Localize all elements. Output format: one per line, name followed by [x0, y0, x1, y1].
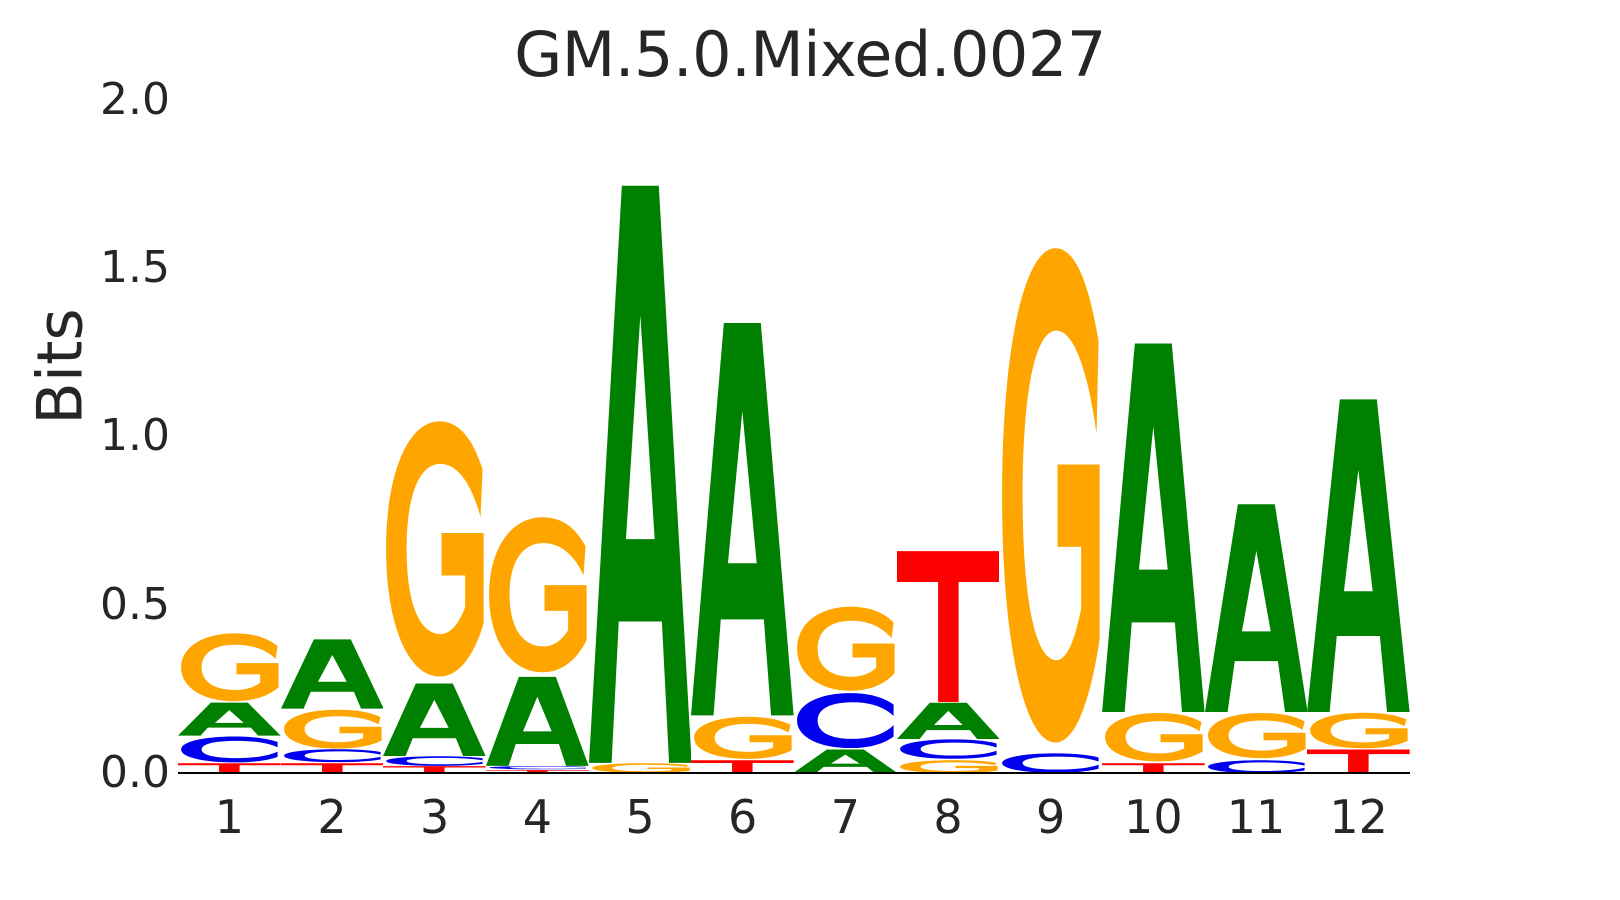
logo-letter-G-pos5: [589, 763, 692, 773]
logo-letter-A-pos7: [794, 749, 897, 773]
logo-letter-T-pos3: [383, 766, 486, 773]
logo-letter-T-pos8: [896, 548, 1000, 703]
x-axis-ticks: 1 2 3 4 5 6 7 8 9 10 11 12: [178, 790, 1410, 860]
logo-letter-G-pos10: [1102, 712, 1205, 762]
logo-letter-A-pos8: [896, 702, 1000, 740]
logo-letter-T-pos12: [1307, 749, 1410, 773]
x-tick-6: 6: [728, 790, 758, 844]
logo-letter-A-pos5: [588, 174, 692, 763]
x-tick-11: 11: [1226, 790, 1286, 844]
logo-letter-C-pos4: [486, 766, 589, 770]
logo-stack-6: [691, 100, 794, 773]
logo-stack-1: [178, 100, 281, 773]
x-tick-1: 1: [214, 790, 244, 844]
logo-letter-G-pos2: [281, 709, 384, 749]
logo-stack-9: [999, 100, 1102, 773]
x-tick-5: 5: [625, 790, 655, 844]
logo-letter-A-pos3: [383, 682, 486, 757]
logo-letter-A-pos2: [280, 638, 384, 710]
logo-letter-T-pos10: [1102, 763, 1205, 773]
logo-letter-C-pos8: [897, 739, 1000, 760]
logo-letter-A-pos4: [486, 675, 589, 767]
logo-letter-T-pos4: [486, 769, 589, 773]
logo-plot-area: [178, 100, 1410, 773]
logo-letter-A-pos1: [178, 702, 281, 736]
y-tick-15: 1.5: [100, 242, 170, 293]
logo-letter-T-pos6: [691, 759, 794, 773]
logo-letter-G-pos3: [383, 416, 486, 682]
logo-letter-G-pos12: [1307, 712, 1410, 749]
x-tick-2: 2: [317, 790, 347, 844]
logo-stack-3: [383, 100, 486, 773]
logo-letter-C-pos9: [999, 753, 1102, 773]
logo-stack-7: [794, 100, 897, 773]
logo-letter-T-pos1: [178, 763, 281, 773]
logo-letter-G-pos7: [794, 605, 897, 692]
logo-letter-A-pos11: [1204, 500, 1308, 713]
logo-stack-5: [588, 100, 692, 773]
x-axis-line: [178, 772, 1410, 774]
logo-letter-A-pos10: [1102, 336, 1205, 713]
y-tick-1: 1.0: [100, 410, 170, 461]
logo-stack-2: [280, 100, 384, 773]
y-axis-ticks: 2.0 1.5 1.0 0.5 0.0: [20, 0, 170, 900]
y-tick-0: 0.0: [100, 747, 170, 798]
logo-letter-A-pos12: [1307, 393, 1410, 713]
logo-stack-4: [486, 100, 589, 773]
logo-letter-C-pos2: [281, 749, 384, 763]
x-tick-10: 10: [1124, 790, 1183, 844]
logo-stack-10: [1102, 100, 1205, 773]
logo-letter-G-pos11: [1205, 712, 1308, 759]
x-tick-9: 9: [1036, 790, 1066, 844]
page-title: GM.5.0.Mixed.0027: [514, 18, 1106, 91]
x-tick-7: 7: [830, 790, 860, 844]
logo-letter-G-pos4: [486, 514, 589, 676]
x-tick-4: 4: [522, 790, 552, 844]
x-tick-3: 3: [420, 790, 450, 844]
logo-stack-11: [1204, 100, 1308, 773]
logo-letter-G-pos8: [897, 759, 1000, 773]
logo-letter-C-pos3: [383, 756, 486, 767]
logo-letter-C-pos11: [1205, 759, 1308, 773]
x-tick-8: 8: [933, 790, 963, 844]
logo-stack-12: [1307, 100, 1410, 773]
logo-letter-C-pos1: [178, 736, 281, 763]
logo-letter-C-pos7: [794, 692, 897, 749]
logo-stack-8: [896, 100, 1000, 773]
logo-letter-G-pos6: [691, 716, 794, 760]
logo-letter-G-pos1: [178, 632, 281, 703]
logo-letter-G-pos9: [999, 238, 1102, 753]
y-tick-2: 2.0: [100, 74, 170, 125]
logo-letter-T-pos2: [280, 763, 384, 773]
logo-letter-A-pos6: [691, 315, 794, 716]
y-tick-05: 0.5: [100, 579, 170, 630]
x-tick-12: 12: [1329, 790, 1388, 844]
